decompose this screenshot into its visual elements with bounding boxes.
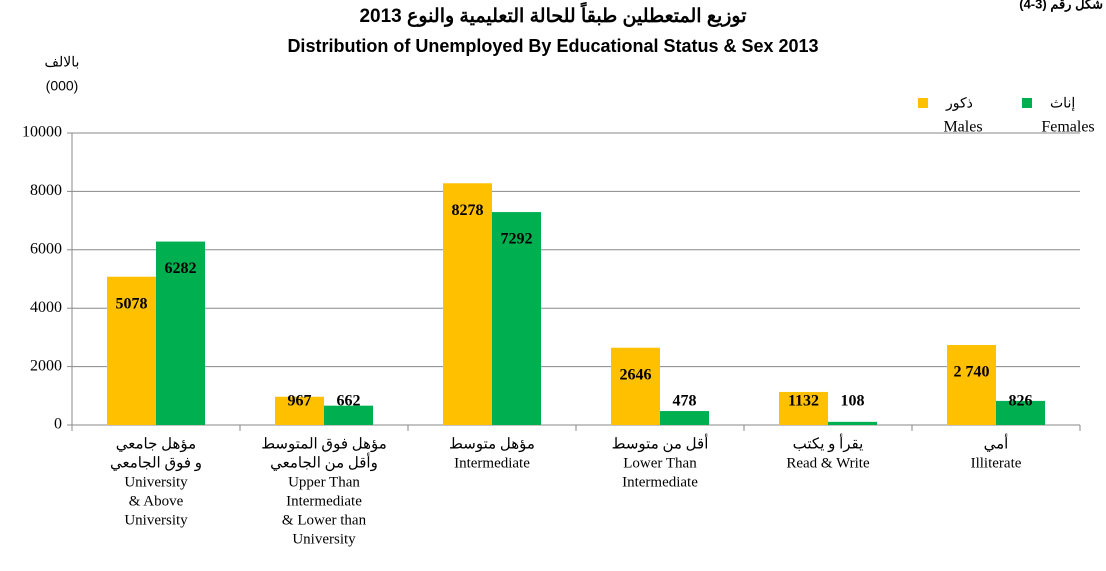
bar — [611, 347, 660, 425]
legend-label: Females — [1041, 119, 1094, 136]
unit-label: (000) — [46, 78, 79, 94]
bar — [107, 276, 156, 425]
legend-label: إناث — [1050, 95, 1075, 112]
y-tick-label: 10000 — [22, 124, 62, 141]
x-tick-label: & Above — [129, 493, 184, 509]
x-tick-label: أقل من متوسط — [612, 433, 709, 452]
value-label: 967 — [288, 393, 312, 410]
value-label: 1132 — [788, 393, 819, 410]
x-tick-label: Intermediate — [286, 493, 362, 509]
y-tick-label: 8000 — [30, 182, 62, 199]
bar — [828, 421, 877, 425]
y-tick-label: 6000 — [30, 240, 62, 257]
figure-label: شكل رقم (3-4) — [1019, 0, 1103, 12]
x-tick-label: Lower Than — [623, 455, 697, 471]
value-label: 8278 — [452, 202, 484, 219]
x-tick-label: Intermediate — [622, 474, 698, 490]
value-label: 7292 — [501, 231, 533, 248]
x-tick-label: يقرأ و يكتب — [793, 433, 864, 452]
bar — [443, 183, 492, 425]
x-tick-label: وأقل من الجامعي — [270, 452, 378, 471]
value-label: 108 — [841, 393, 865, 410]
x-tick-label: Illiterate — [971, 455, 1022, 471]
y-tick-label: 0 — [54, 416, 62, 433]
chart-title: توزيع المتعطلين طبقاً للحالة التعليمية و… — [359, 1, 746, 27]
x-tick-label: University — [292, 531, 356, 547]
x-tick-label: Upper Than — [288, 474, 360, 490]
x-tick-label: مؤهل جامعي — [116, 436, 196, 452]
bar — [324, 405, 373, 425]
x-tick-label: University — [124, 512, 188, 528]
x-tick-label: و فوق الجامعي — [110, 455, 202, 471]
value-label: 826 — [1009, 393, 1033, 410]
x-tick-label: Read & Write — [786, 455, 870, 471]
x-tick-label: مؤهل فوق المتوسط — [261, 436, 387, 452]
bar — [492, 212, 541, 425]
x-tick-label: & Lower than — [282, 512, 367, 528]
value-label: 2646 — [620, 366, 652, 383]
bar — [660, 411, 709, 425]
bar — [996, 400, 1045, 425]
legend-label: Males — [943, 119, 982, 136]
bar — [275, 396, 324, 425]
unit-label: بالالف — [45, 54, 80, 70]
bar — [156, 241, 205, 425]
value-label: 2 740 — [954, 364, 990, 381]
value-label: 478 — [673, 393, 697, 410]
x-tick-label: University — [124, 474, 188, 490]
legend-swatch — [918, 98, 928, 108]
y-tick-label: 4000 — [30, 299, 62, 316]
legend-label: ذكور — [945, 95, 973, 112]
x-tick-label: مؤهل متوسط — [449, 436, 535, 452]
value-label: 6282 — [165, 260, 197, 277]
legend-swatch — [1022, 98, 1032, 108]
x-tick-label: Intermediate — [454, 455, 530, 471]
value-label: 662 — [337, 393, 361, 410]
y-tick-label: 2000 — [30, 357, 62, 374]
value-label: 5078 — [116, 295, 148, 312]
chart-subtitle: Distribution of Unemployed By Educationa… — [287, 36, 818, 56]
bar — [947, 344, 996, 425]
bar — [779, 391, 828, 425]
x-tick-label: أمي — [984, 433, 1009, 452]
